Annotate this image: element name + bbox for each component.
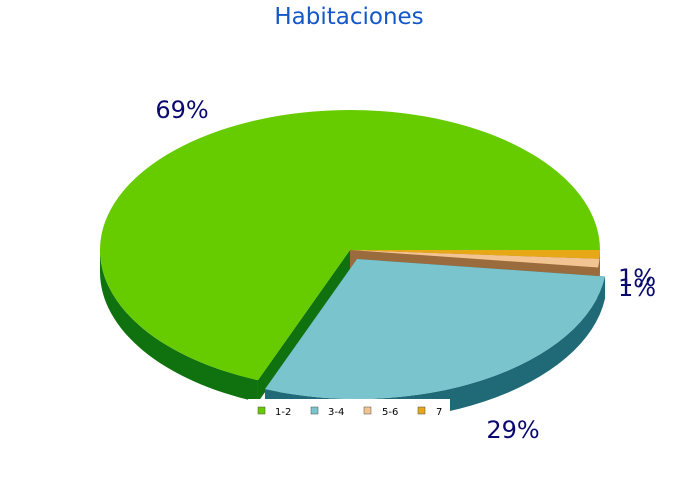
legend-swatch-5-6 [363, 406, 372, 415]
legend: 1-2 3-4 5-6 7 [248, 399, 450, 423]
slice-7 [350, 250, 600, 259]
legend-box [248, 399, 450, 423]
legend-swatch-1-2 [257, 406, 266, 415]
slice-label-1-2: 69% [155, 96, 208, 124]
slice-1-2-side [100, 250, 258, 403]
legend-label-5-6: 5-6 [382, 407, 398, 418]
legend-label-3-4: 3-4 [328, 407, 344, 418]
slice-5-6 [350, 250, 600, 268]
slice-label-3-4: 29% [486, 416, 539, 444]
slice-1-2 [100, 110, 600, 381]
legend-item-3-4: 3-4 [310, 406, 344, 418]
legend-label-1-2: 1-2 [275, 407, 291, 418]
pie-slices [100, 110, 606, 421]
legend-label-7: 7 [436, 407, 442, 418]
chart-title: Habitaciones [274, 4, 423, 30]
slice-3-4 [264, 259, 606, 399]
slice-label-5-6: 1% [618, 264, 656, 292]
legend-item-7: 7 [417, 406, 442, 418]
legend-item-1-2: 1-2 [257, 406, 291, 418]
slice-3-4-side [264, 276, 606, 421]
slice-1-2-radial-wall-1 [257, 250, 350, 403]
legend-swatch-3-4 [310, 406, 319, 415]
slice-label-7: 1% [618, 274, 656, 302]
legend-item-5-6: 5-6 [363, 406, 398, 418]
legend-swatch-7 [417, 406, 426, 415]
